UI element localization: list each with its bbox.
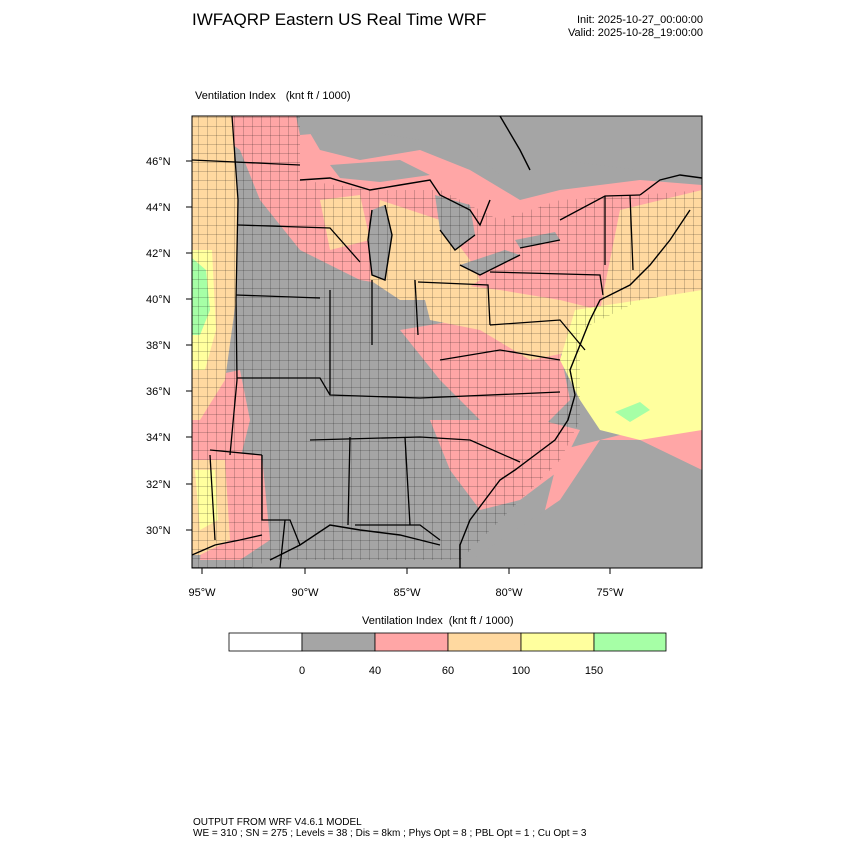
run-info: Init: 2025-10-27_00:00:00 Valid: 2025-10…: [568, 14, 703, 40]
colorbar-swatch-40-60: [374, 632, 449, 652]
state-boundaries: [192, 116, 641, 568]
lat-label: 44°N: [146, 202, 171, 214]
longitude-labels: 95°W 90°W 85°W 80°W 75°W: [188, 568, 624, 599]
model-info-footer: OUTPUT FROM WRF V4.6.1 MODEL WE = 310 ; …: [193, 817, 586, 839]
colorbar-tick-label: 150: [585, 665, 603, 677]
init-time: Init: 2025-10-27_00:00:00: [577, 14, 703, 26]
colorbar-swatch-100-150: [520, 632, 595, 652]
lon-label: 85°W: [393, 587, 421, 599]
footer-line-1: OUTPUT FROM WRF V4.6.1 MODEL: [193, 817, 362, 828]
footer-line-2: WE = 310 ; SN = 275 ; Levels = 38 ; Dis …: [193, 828, 587, 839]
colorbar-tick-label: 60: [442, 665, 454, 677]
map-border: [191, 115, 703, 569]
colorbar-units: (knt ft / 1000): [448, 615, 514, 627]
field-units: (knt ft / 1000): [285, 90, 351, 102]
field-label: Ventilation Index (knt ft / 1000): [195, 90, 351, 102]
latitude-labels: 46°N 44°N 42°N 40°N 38°N 36°N 34°N 32°N …: [146, 156, 192, 537]
colorbar-field-name: Ventilation Index: [362, 615, 443, 627]
lat-label: 32°N: [146, 479, 171, 491]
lon-label: 80°W: [495, 587, 523, 599]
colorbar-tick-label: 0: [299, 665, 305, 677]
colorbar-swatch-below-0: [228, 632, 303, 652]
lat-label: 38°N: [146, 340, 171, 352]
colorbar-swatch-above-150: [593, 632, 667, 652]
field-yellow-atlantic: [560, 290, 702, 440]
colorbar-tick-label: 100: [512, 665, 530, 677]
plot-title: IWFAQRP Eastern US Real Time WRF: [192, 10, 487, 29]
colorbar-tick-label: 40: [369, 665, 381, 677]
colorbar-swatch-0-40: [301, 632, 376, 652]
lat-label: 40°N: [146, 294, 171, 306]
water-atlantic-south: [460, 440, 702, 568]
lat-label: 46°N: [146, 156, 171, 168]
colorbar: 0 40 60 100 150: [228, 632, 667, 677]
lat-label: 42°N: [146, 248, 171, 260]
lat-label: 34°N: [146, 432, 171, 444]
colorbar-swatch-60-100: [447, 632, 522, 652]
lat-label: 30°N: [146, 525, 171, 537]
lon-label: 95°W: [188, 587, 216, 599]
water-canada: [296, 116, 702, 180]
county-boundaries: [192, 116, 702, 568]
colorbar-title: Ventilation Index (knt ft / 1000): [362, 615, 514, 627]
field-green-ocean: [615, 402, 650, 422]
lat-label: 36°N: [146, 386, 171, 398]
valid-time: Valid: 2025-10-28_19:00:00: [568, 27, 703, 39]
map-field: [192, 116, 702, 568]
lake-superior: [330, 160, 430, 182]
lon-label: 75°W: [596, 587, 624, 599]
field-name: Ventilation Index: [195, 90, 276, 102]
coastlines: [192, 116, 702, 568]
lon-label: 90°W: [291, 587, 319, 599]
